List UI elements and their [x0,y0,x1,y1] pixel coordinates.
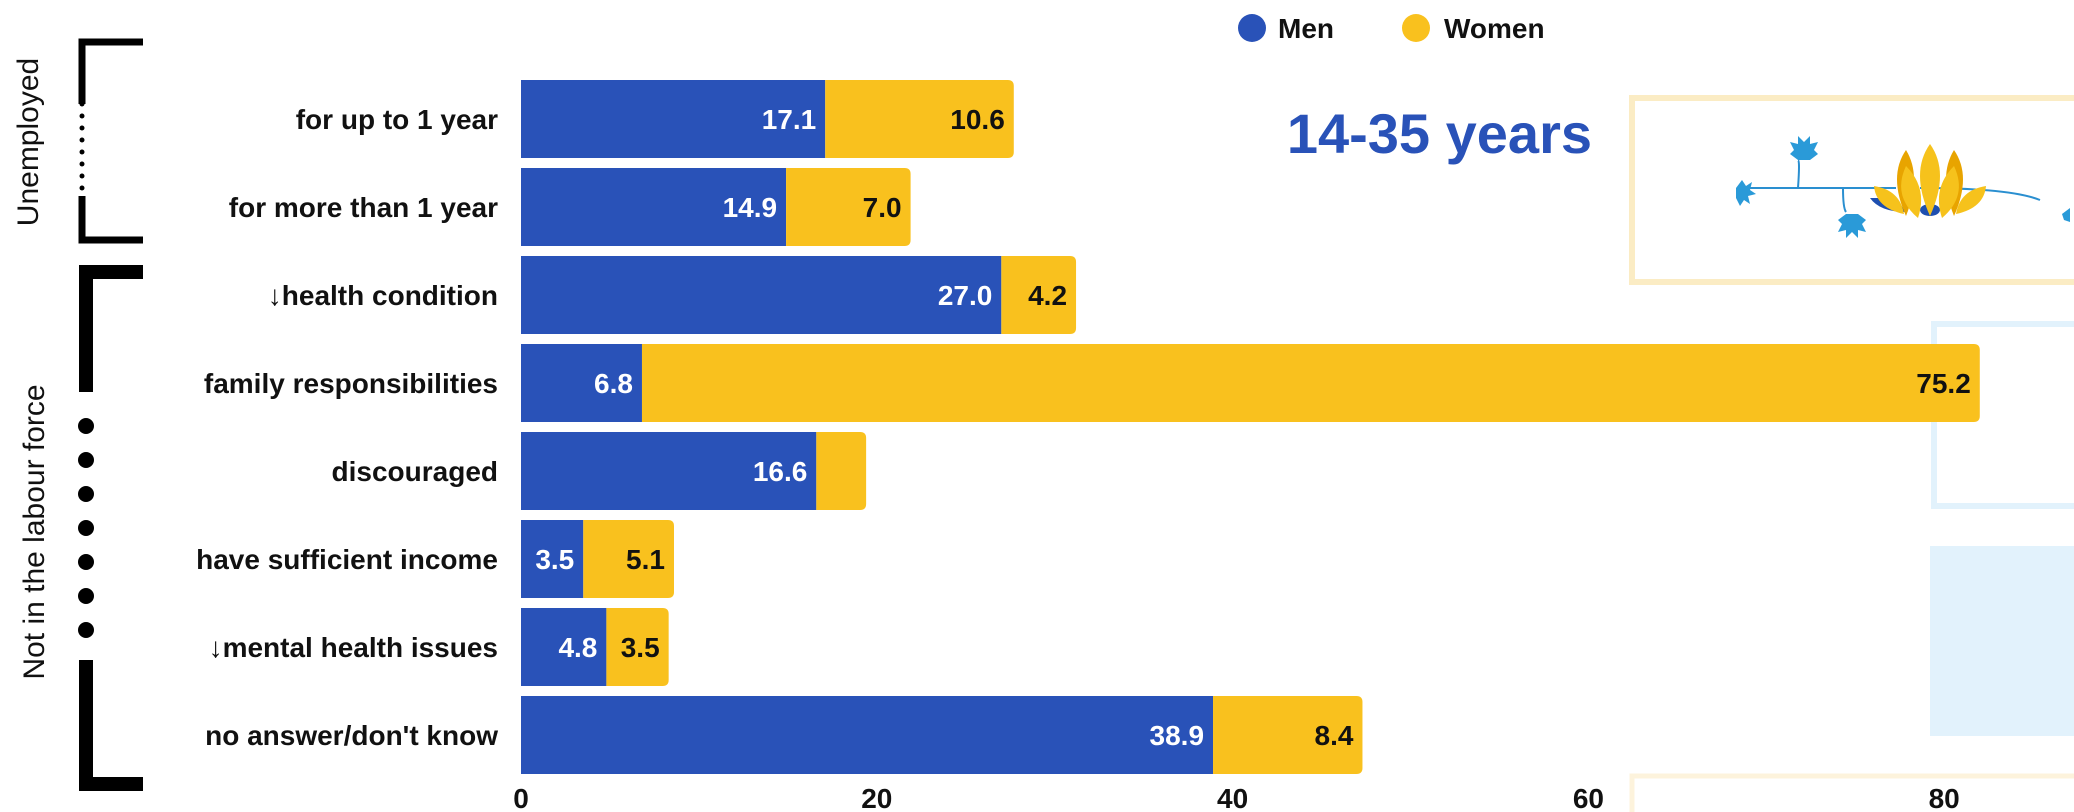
x-tick-label: 40 [1217,783,1248,812]
x-tick-label: 20 [861,783,892,812]
x-tick-label: 0 [513,783,529,812]
data-label-men: 4.8 [558,632,597,663]
decorative-frame-footer [1629,773,2074,812]
bar-segment-men [521,608,607,686]
legend-swatch-women [1402,14,1430,42]
category-label: no answer/don't know [205,720,498,751]
bar-segment-men [521,168,787,246]
legend-label-women: Women [1444,13,1545,44]
bar-segment-women [786,168,911,246]
legend-label-men: Men [1278,13,1334,44]
data-label-women: 5.1 [626,544,665,575]
legend-swatch-men [1238,14,1266,42]
data-label-women: 4.2 [1028,280,1067,311]
bar-segment-women [1001,256,1077,334]
category-labels: for up to 1 year for more than 1 year ↓hea… [196,104,498,751]
x-axis-ticks: 0 20 40 60 80 [513,783,1960,812]
chart-title: 14-35 years [1287,102,1592,165]
bar-segment-women [583,520,674,598]
bar-segment-men [521,80,826,158]
group-label-not-in-labour-force: Not in the labour force [18,384,51,679]
data-label-men: 38.9 [1150,720,1205,751]
data-label-women: 3.5 [621,632,660,663]
category-label: for up to 1 year [296,104,498,135]
category-label: ↓health condition [268,280,498,311]
bar-segment-men [521,344,642,422]
bars-layer: 17.1 10.6 14.9 7.0 27.0 4.2 6.8 75.2 16.6 3.5 5.1 4… [521,80,1980,774]
data-label-men: 17.1 [762,104,817,135]
data-label-women: 10.6 [950,104,1005,135]
bar-segment-women [816,432,867,510]
bar-segment-men [521,520,584,598]
group-label-unemployed: Unemployed [12,58,45,226]
bar-segment-women [606,608,669,686]
bar-segment-men [521,256,1002,334]
x-tick-label: 80 [1929,783,1960,812]
data-label-women: 7.0 [863,192,902,223]
decorative-panel-bottom [1930,546,2074,736]
category-label: ↓mental health issues [209,632,498,663]
data-label-men: 6.8 [594,368,633,399]
data-label-men: 16.6 [753,456,808,487]
bar-segment-women [1213,696,1363,774]
data-label-men: 3.5 [535,544,574,575]
data-label-men: 14.9 [723,192,778,223]
flower-ornament-icon [1736,136,2070,238]
data-label-women: 8.4 [1315,720,1354,751]
legend: Men Women [1238,13,1545,44]
unemployed-bracket [78,38,143,244]
category-label: family responsibilities [204,368,498,399]
bar-segment-women [641,344,1980,422]
bar-segment-men [521,432,817,510]
category-label: have sufficient income [196,544,498,575]
category-label: discouraged [332,456,498,487]
x-tick-label: 60 [1573,783,1604,812]
category-label: for more than 1 year [229,192,498,223]
bar-segment-women [825,80,1014,158]
decorative-frame-top [1629,95,2074,285]
not-in-labour-force-bracket [78,265,143,791]
data-label-men: 27.0 [938,280,993,311]
data-label-women: 75.2 [1916,368,1971,399]
bar-segment-men [521,696,1214,774]
